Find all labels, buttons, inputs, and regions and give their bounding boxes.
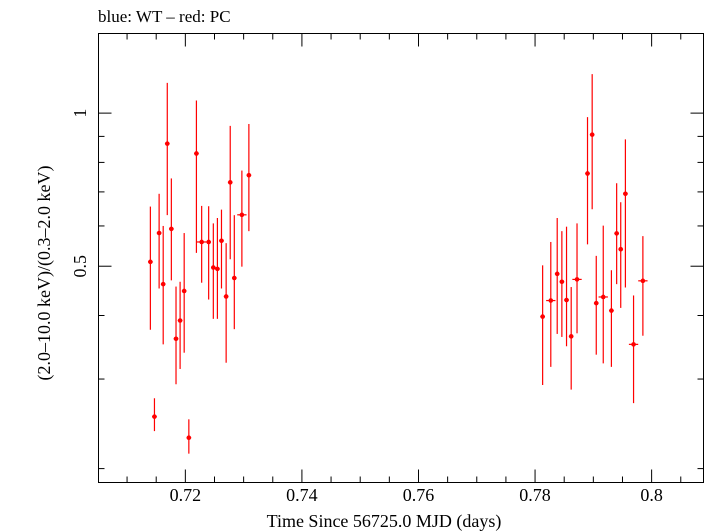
y-tick-label: 0.5 <box>70 255 90 278</box>
data-point <box>177 281 183 369</box>
data-marker <box>152 414 157 419</box>
data-point <box>206 206 211 300</box>
axis-ticks <box>98 33 704 483</box>
axis-tick-labels: 0.72 0.74 0.76 0.78 0.8 0.5 1 <box>70 109 663 505</box>
data-marker <box>219 238 224 244</box>
data-marker <box>169 226 174 232</box>
data-point <box>223 243 229 363</box>
data-point <box>564 226 569 347</box>
data-marker <box>160 281 166 287</box>
data-point <box>614 183 619 285</box>
data-marker <box>548 298 554 303</box>
data-point <box>628 295 639 404</box>
chart-title: blue: WT – red: PC <box>98 7 231 26</box>
data-marker <box>186 435 192 441</box>
data-point <box>160 225 166 345</box>
data-marker <box>631 342 636 347</box>
data-marker <box>227 180 233 185</box>
data-marker <box>585 171 590 176</box>
x-axis-label: Time Since 56725.0 MJD (days) <box>267 511 502 532</box>
data-marker <box>589 132 595 137</box>
data-marker <box>593 300 599 306</box>
data-point <box>231 215 237 330</box>
data-marker <box>232 275 237 281</box>
data-marker <box>199 239 204 245</box>
data-marker <box>559 279 565 285</box>
x-tick-label: 0.76 <box>403 485 435 505</box>
data-marker <box>540 314 545 319</box>
data-marker <box>600 294 606 300</box>
data-point <box>638 236 648 336</box>
data-point <box>540 265 545 386</box>
data-point <box>215 217 220 319</box>
y-tick-label: 1 <box>70 109 90 118</box>
data-marker <box>618 246 624 252</box>
data-point <box>197 205 207 283</box>
data-point <box>219 209 224 289</box>
data-point <box>598 225 608 364</box>
data-marker <box>223 294 229 299</box>
data-point <box>546 241 556 367</box>
x-tick-label: 0.78 <box>519 485 551 505</box>
data-marker <box>211 265 216 270</box>
data-point <box>152 398 157 432</box>
data-marker <box>148 259 153 265</box>
data-point <box>148 206 153 330</box>
data-point <box>181 233 187 353</box>
data-point <box>169 178 174 281</box>
data-point <box>568 287 574 390</box>
data-point <box>609 270 614 367</box>
data-point <box>164 82 170 216</box>
data-point <box>618 202 624 308</box>
data-point <box>227 125 233 260</box>
data-point <box>186 419 192 454</box>
data-point <box>585 117 590 245</box>
data-point <box>156 193 162 289</box>
data-point <box>554 217 560 334</box>
x-tick-label: 0.72 <box>170 485 202 505</box>
data-point <box>210 223 216 319</box>
data-marker <box>640 278 646 284</box>
data-marker <box>239 212 245 218</box>
y-axis-label: (2.0–10.0 keV)/(0.3–2.0 keV) <box>34 166 55 381</box>
data-marker <box>609 308 614 313</box>
data-point <box>623 139 628 288</box>
data-point <box>589 74 595 210</box>
data-marker <box>156 230 162 236</box>
data-marker <box>574 277 580 282</box>
data-marker <box>564 297 569 303</box>
data-marker <box>206 239 211 245</box>
data-marker <box>173 336 179 342</box>
data-marker <box>246 172 252 178</box>
data-marker <box>568 334 574 339</box>
data-marker <box>215 266 220 272</box>
x-tick-label: 0.74 <box>286 485 318 505</box>
data-point <box>572 223 582 334</box>
data-point <box>173 286 179 385</box>
data-point <box>194 100 199 253</box>
data-marker <box>181 288 187 294</box>
data-point <box>246 123 252 232</box>
data-marker <box>194 151 199 156</box>
data-point <box>237 170 247 267</box>
data-marker <box>164 141 170 146</box>
x-tick-label: 0.8 <box>640 485 663 505</box>
data-point <box>559 231 565 337</box>
data-marker <box>623 191 628 197</box>
data-marker <box>614 231 619 236</box>
data-points <box>148 74 648 454</box>
plot-frame <box>98 33 704 483</box>
data-marker <box>177 318 183 323</box>
data-marker <box>554 271 560 277</box>
data-point <box>593 255 599 355</box>
